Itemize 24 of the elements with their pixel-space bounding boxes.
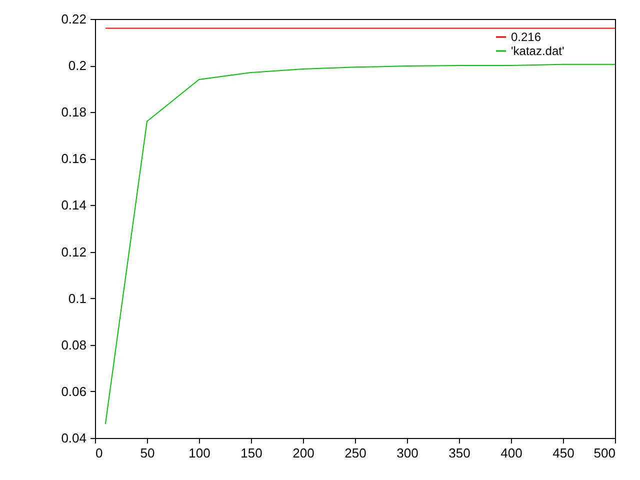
- y-tick-label: 0.16: [61, 151, 86, 166]
- line-series: [104, 64, 616, 425]
- y-tick-label: 0.18: [61, 104, 86, 120]
- x-tick-label: 200: [292, 446, 314, 460]
- y-tick-label: 0.06: [61, 384, 86, 399]
- y-tick-label: 0.2: [68, 58, 86, 74]
- y-tick-label: 0.04: [61, 430, 86, 446]
- x-tick-label: 100: [188, 446, 210, 460]
- y-tick-label: 0.22: [61, 12, 86, 26]
- y-tick-label: 0.1: [68, 290, 86, 306]
- x-tick-label: 450: [552, 446, 574, 460]
- x-tick-label: 150: [240, 446, 262, 460]
- x-tick-label: 300: [396, 446, 418, 460]
- x-tick-label: 250: [344, 446, 366, 460]
- y-tick-label: 0.12: [61, 244, 86, 260]
- x-tick-label: 0: [96, 446, 103, 460]
- x-tick-label: 50: [140, 446, 155, 460]
- x-tick-label: 500: [594, 446, 616, 460]
- y-tick-label: 0.14: [61, 198, 86, 213]
- legend-label: 'kataz.dat': [511, 44, 564, 58]
- x-tick-label: 350: [448, 446, 470, 460]
- x-tick-label: 400: [500, 446, 522, 460]
- legend-label: 0.216: [511, 30, 542, 44]
- y-tick-label: 0.08: [61, 337, 86, 352]
